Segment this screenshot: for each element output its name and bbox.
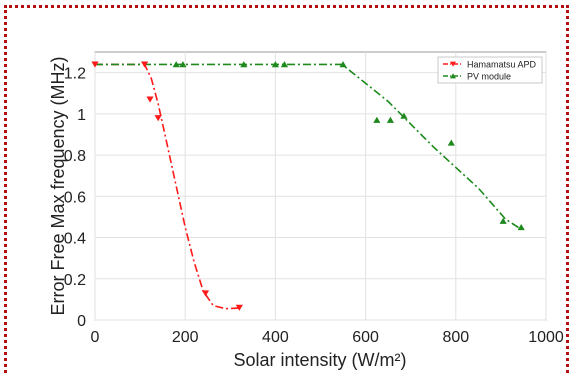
data-point-series-1 xyxy=(386,116,395,123)
data-point-series-1 xyxy=(240,61,248,68)
data-point-series-1 xyxy=(339,61,347,68)
data-point-series-0 xyxy=(141,61,149,68)
y-axis-label: Error Free Max frequency (MHz) xyxy=(48,56,68,315)
data-point-series-0 xyxy=(201,290,210,297)
x-tick-label: 600 xyxy=(352,329,379,346)
data-point-series-1 xyxy=(271,61,279,68)
y-tick-label: 0 xyxy=(77,313,86,330)
data-point-series-0 xyxy=(154,115,162,122)
data-point-series-0 xyxy=(235,304,243,311)
figure-border xyxy=(4,5,569,373)
legend-entry: Hamamatsu APD xyxy=(467,60,537,70)
x-tick-label: 200 xyxy=(172,329,199,346)
x-tick-label: 800 xyxy=(442,329,469,346)
y-tick-label: 1.2 xyxy=(64,66,86,83)
x-axis-label: Solar intensity (W/m²) xyxy=(233,350,406,370)
x-tick-label: 0 xyxy=(91,329,100,346)
data-point-series-0 xyxy=(146,96,154,103)
data-point-series-1 xyxy=(373,116,381,123)
fit-line-series-0 xyxy=(95,63,240,310)
data-point-series-1 xyxy=(517,223,525,231)
data-point-series-1 xyxy=(172,61,180,68)
y-tick-label: 1 xyxy=(77,107,86,124)
legend-marker xyxy=(450,61,456,67)
tick-labels: 0 200 400 600 800 1000 0 0.2 0.4 0.6 0.8 1 1.2 xyxy=(64,66,564,346)
x-tick-label: 1000 xyxy=(528,329,564,346)
data-point-series-1 xyxy=(179,61,187,68)
x-tick-label: 400 xyxy=(262,329,289,346)
data-point-series-1 xyxy=(400,112,408,119)
legend-entry: PV module xyxy=(467,72,511,82)
data-points xyxy=(91,61,525,311)
data-point-series-0 xyxy=(91,61,99,68)
y-tick-label: 0.6 xyxy=(64,189,86,206)
data-point-series-1 xyxy=(280,61,289,68)
y-tick-label: 0.8 xyxy=(64,148,86,165)
legend: Hamamatsu APD PV module xyxy=(437,56,543,84)
y-tick-label: 0.2 xyxy=(64,272,86,289)
plot-area xyxy=(94,51,547,321)
y-tick-label: 0.4 xyxy=(64,231,86,248)
legend-marker xyxy=(450,73,456,79)
legend-box xyxy=(437,56,543,84)
data-point-series-1 xyxy=(447,139,455,146)
data-point-series-1 xyxy=(499,217,507,224)
